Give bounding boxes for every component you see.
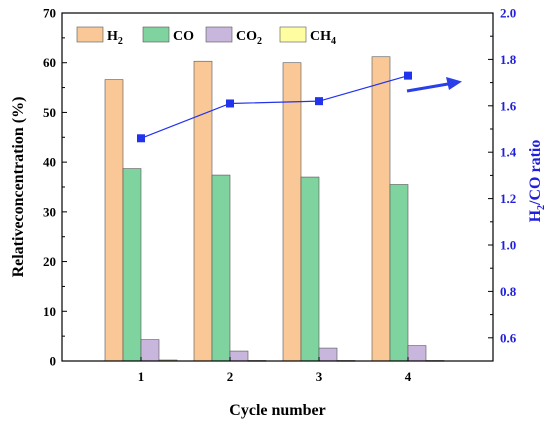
bar-co2-cycle-3 bbox=[318, 347, 338, 362]
right-y-tick-label: 0.6 bbox=[500, 330, 517, 345]
x-tick-label: 1 bbox=[138, 369, 145, 384]
bar-h2-cycle-1 bbox=[104, 79, 124, 362]
legend-label-main: H bbox=[107, 29, 118, 44]
left-y-tick-label: 20 bbox=[43, 254, 56, 269]
trend-arrow-shaft bbox=[406, 82, 449, 93]
bar-co-cycle-2 bbox=[211, 174, 231, 362]
legend-label-sub: 4 bbox=[331, 36, 336, 47]
right-y-tick-label: 1.4 bbox=[500, 145, 517, 160]
right-y-tick-label: 2.0 bbox=[500, 6, 516, 21]
x-tick-label: 3 bbox=[316, 369, 323, 384]
right-y-axis-title-rest: /CO ratio bbox=[527, 140, 544, 206]
legend-label-main: CH bbox=[310, 29, 331, 44]
legend: H2 CO CO2 CH4 bbox=[76, 26, 336, 47]
legend-swatch-h2 bbox=[76, 26, 104, 43]
bar-co2-cycle-4 bbox=[407, 345, 427, 362]
bar-co-cycle-3 bbox=[300, 176, 320, 362]
ratio-line bbox=[140, 75, 409, 139]
right-y-tick-label: 1.2 bbox=[500, 191, 516, 206]
x-axis-title: Cycle number bbox=[229, 402, 325, 419]
right-y-axis: 0.6 0.8 1.0 1.2 1.4 1.6 1.8 2.0 bbox=[488, 6, 517, 362]
left-y-tick-label: 10 bbox=[43, 304, 56, 319]
right-y-tick-label: 1.8 bbox=[500, 52, 517, 67]
ratio-point-cycle-2 bbox=[226, 99, 234, 108]
left-y-tick-label: 60 bbox=[43, 55, 56, 70]
ratio-point-cycle-3 bbox=[315, 97, 323, 106]
legend-label-ch4: CH4 bbox=[310, 29, 336, 47]
bar-co-cycle-4 bbox=[389, 184, 409, 362]
x-tick-label: 4 bbox=[405, 369, 412, 384]
legend-swatch-co bbox=[142, 26, 170, 43]
trend-arrow-head bbox=[446, 77, 462, 90]
legend-label-main: CO bbox=[236, 29, 257, 44]
bar-h2-cycle-2 bbox=[193, 60, 213, 362]
legend-label-sub: 2 bbox=[257, 36, 262, 47]
bar-co2-cycle-2 bbox=[229, 350, 249, 362]
x-tick-label: 2 bbox=[227, 369, 234, 384]
legend-label-main: CO bbox=[173, 29, 194, 44]
legend-label-h2: H2 bbox=[107, 29, 123, 47]
bar-h2-cycle-3 bbox=[282, 62, 302, 362]
legend-label-co: CO bbox=[173, 29, 194, 44]
left-y-axis: 0 10 20 30 40 50 60 70 bbox=[43, 6, 67, 369]
left-y-tick-label: 70 bbox=[43, 6, 56, 21]
right-y-tick-label: 1.6 bbox=[500, 98, 517, 113]
left-y-tick-label: 0 bbox=[50, 354, 57, 369]
trend-arrow bbox=[406, 77, 462, 93]
left-y-tick-label: 50 bbox=[43, 105, 56, 120]
right-y-axis-title-main: H bbox=[527, 209, 544, 222]
ratio-line-layer bbox=[137, 71, 412, 143]
right-y-tick-label: 0.8 bbox=[500, 284, 517, 299]
ratio-point-cycle-1 bbox=[137, 134, 145, 143]
right-y-axis-title-sub: 2 bbox=[536, 205, 547, 210]
ratio-point-cycle-4 bbox=[404, 71, 412, 80]
legend-swatch-co2 bbox=[205, 26, 233, 43]
left-y-axis-title: Relativeconcentration (%) bbox=[10, 97, 27, 278]
legend-swatch-ch4 bbox=[279, 26, 307, 43]
bar-h2-cycle-4 bbox=[371, 56, 391, 362]
right-y-tick-label: 1.0 bbox=[500, 238, 516, 253]
bar-co2-cycle-1 bbox=[140, 339, 160, 362]
left-y-tick-label: 40 bbox=[43, 155, 56, 170]
legend-label-sub: 2 bbox=[118, 36, 123, 47]
left-y-tick-label: 30 bbox=[43, 204, 56, 219]
legend-label-co2: CO2 bbox=[236, 29, 262, 47]
right-y-axis-title: H2/CO ratio bbox=[527, 140, 547, 223]
bar-co-cycle-1 bbox=[122, 168, 142, 362]
x-axis: 1 2 3 4 bbox=[138, 357, 412, 384]
